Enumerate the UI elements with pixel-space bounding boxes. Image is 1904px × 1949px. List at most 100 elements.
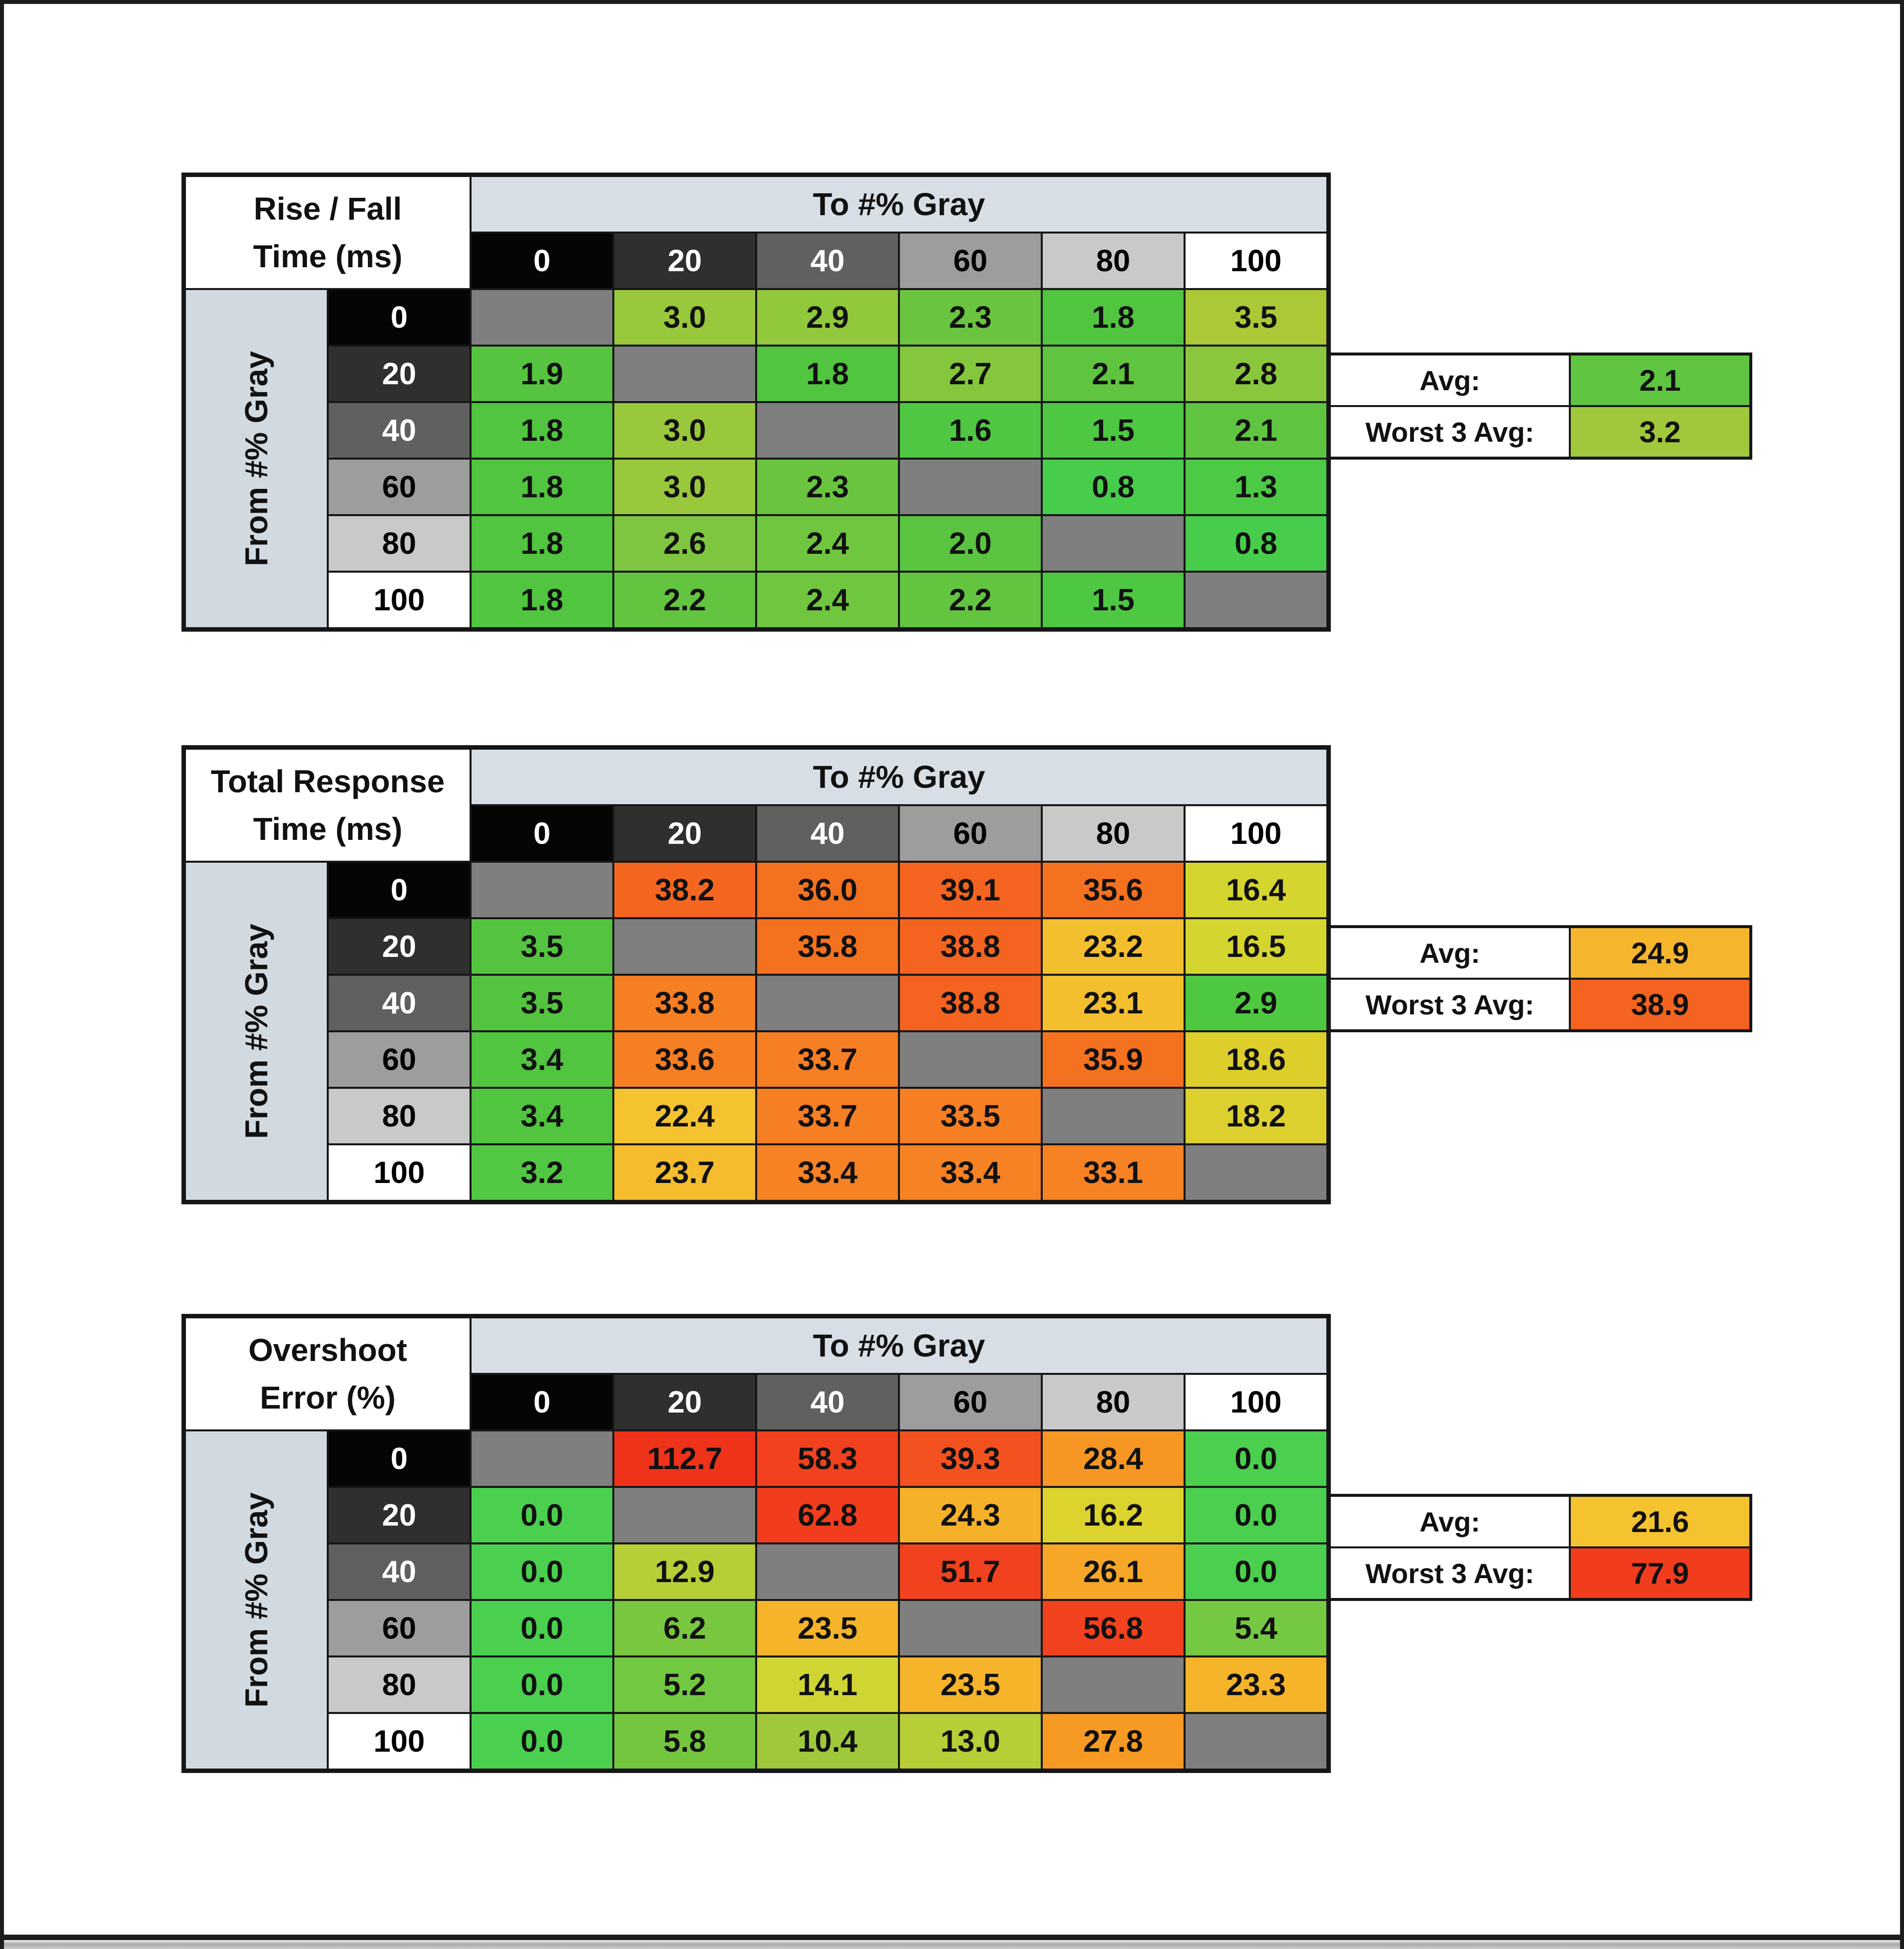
matrix-cell: 1.8 — [1043, 290, 1184, 345]
matrix-cell: 24.3 — [900, 1488, 1041, 1542]
diagonal-cell — [614, 347, 755, 401]
matrix-cell: 26.1 — [1043, 1544, 1184, 1599]
matrix-cell: 2.4 — [757, 573, 898, 627]
matrix-cell: 23.7 — [614, 1145, 755, 1200]
matrix-cell: 2.4 — [757, 516, 898, 571]
matrix-cell: 112.7 — [614, 1431, 755, 1486]
matrix-cell: 35.9 — [1043, 1032, 1184, 1087]
matrix-cell: 28.4 — [1043, 1431, 1184, 1486]
col-header-20: 20 — [614, 1375, 755, 1429]
matrix-cell: 1.5 — [1043, 403, 1184, 458]
total-response-time-averages: Avg: 24.9 Worst 3 Avg: 38.9 — [1328, 925, 1752, 1032]
matrix-cell: 0.0 — [472, 1657, 612, 1712]
col-header-80: 80 — [1043, 234, 1184, 288]
diagonal-cell — [614, 919, 755, 974]
matrix-cell: 14.1 — [757, 1657, 898, 1712]
matrix-cell: 2.9 — [1186, 976, 1326, 1030]
row-header-100: 100 — [329, 1714, 470, 1769]
diagonal-cell — [900, 1032, 1041, 1087]
matrix-cell: 23.3 — [1186, 1657, 1326, 1712]
from-gray-axis-label-text: From #% Gray — [238, 1492, 274, 1708]
matrix-cell: 33.5 — [900, 1089, 1041, 1143]
matrix-cell: 0.0 — [1186, 1544, 1326, 1599]
matrix-cell: 33.6 — [614, 1032, 755, 1087]
matrix-cell: 3.0 — [614, 290, 755, 345]
matrix-cell: 35.8 — [757, 919, 898, 974]
worst3-avg-value: 77.9 — [1571, 1548, 1749, 1598]
row-header-40: 40 — [329, 1544, 470, 1599]
diagonal-cell — [757, 1544, 898, 1599]
diagonal-cell — [472, 1431, 612, 1486]
matrix-cell: 33.4 — [900, 1145, 1041, 1200]
diagonal-cell — [1186, 573, 1326, 627]
avg-value: 24.9 — [1571, 928, 1749, 978]
total-response-time-table: Total Response Time (ms) To #% Gray 0 20 40 60… — [181, 745, 1331, 1204]
matrix-cell: 33.1 — [1043, 1145, 1184, 1200]
matrix-cell: 62.8 — [757, 1488, 898, 1542]
row-header-60: 60 — [329, 460, 470, 514]
row-header-80: 80 — [329, 1657, 470, 1712]
col-header-100: 100 — [1186, 234, 1326, 288]
diagonal-cell — [900, 460, 1041, 514]
worst3-avg-label: Worst 3 Avg: — [1331, 407, 1569, 457]
worst3-avg-label: Worst 3 Avg: — [1331, 980, 1569, 1029]
diagonal-cell — [1186, 1714, 1326, 1769]
diagonal-cell — [1043, 516, 1184, 571]
col-header-80: 80 — [1043, 806, 1184, 861]
from-gray-axis-label: From #% Gray — [186, 290, 327, 627]
diagonal-cell — [1043, 1657, 1184, 1712]
table-title: Overshoot Error (%) — [186, 1318, 470, 1429]
matrix-cell: 1.5 — [1043, 573, 1184, 627]
from-gray-axis-label: From #% Gray — [186, 1431, 327, 1769]
diagonal-cell — [757, 403, 898, 458]
matrix-cell: 58.3 — [757, 1431, 898, 1486]
matrix-cell: 56.8 — [1043, 1601, 1184, 1655]
col-header-100: 100 — [1186, 1375, 1326, 1429]
col-header-20: 20 — [614, 234, 755, 288]
matrix-cell: 18.6 — [1186, 1032, 1326, 1087]
row-header-40: 40 — [329, 976, 470, 1030]
row-header-0: 0 — [329, 290, 470, 345]
table-title-line2: Time (ms) — [253, 811, 403, 847]
matrix-cell: 1.8 — [472, 403, 612, 458]
matrix-cell: 2.7 — [900, 347, 1041, 401]
matrix-cell: 23.2 — [1043, 919, 1184, 974]
diagonal-cell — [1186, 1145, 1326, 1200]
matrix-cell: 6.2 — [614, 1601, 755, 1655]
col-header-40: 40 — [757, 234, 898, 288]
matrix-cell: 36.0 — [757, 863, 898, 917]
table-title-line1: Overshoot — [248, 1332, 408, 1368]
col-header-0: 0 — [472, 1375, 612, 1429]
matrix-cell: 5.2 — [614, 1657, 755, 1712]
matrix-cell: 39.3 — [900, 1431, 1041, 1486]
matrix-cell: 0.0 — [1186, 1488, 1326, 1542]
matrix-cell: 23.5 — [900, 1657, 1041, 1712]
matrix-cell: 33.8 — [614, 976, 755, 1030]
row-header-80: 80 — [329, 516, 470, 571]
matrix-cell: 3.5 — [472, 919, 612, 974]
overshoot-error-table: Overshoot Error (%) To #% Gray 0 20 40 60 80 100… — [181, 1314, 1331, 1773]
diagonal-cell — [614, 1488, 755, 1542]
col-header-20: 20 — [614, 806, 755, 861]
matrix-cell: 10.4 — [757, 1714, 898, 1769]
matrix-cell: 0.0 — [472, 1488, 612, 1542]
matrix-cell: 1.9 — [472, 347, 612, 401]
matrix-cell: 23.1 — [1043, 976, 1184, 1030]
row-header-20: 20 — [329, 347, 470, 401]
matrix-cell: 1.6 — [900, 403, 1041, 458]
matrix-cell: 1.8 — [472, 573, 612, 627]
rise-fall-time-table: Rise / Fall Time (ms) To #% Gray 0 20 40 60 80 1… — [181, 173, 1331, 632]
matrix-cell: 23.5 — [757, 1601, 898, 1655]
diagonal-cell — [757, 976, 898, 1030]
col-header-60: 60 — [900, 806, 1041, 861]
matrix-cell: 2.1 — [1043, 347, 1184, 401]
matrix-cell: 0.0 — [1186, 1431, 1326, 1486]
avg-value: 2.1 — [1571, 355, 1749, 405]
matrix-cell: 2.2 — [614, 573, 755, 627]
diagonal-cell — [472, 863, 612, 917]
matrix-cell: 2.9 — [757, 290, 898, 345]
matrix-cell: 38.8 — [900, 976, 1041, 1030]
col-header-100: 100 — [1186, 806, 1326, 861]
row-header-20: 20 — [329, 919, 470, 974]
col-header-60: 60 — [900, 234, 1041, 288]
